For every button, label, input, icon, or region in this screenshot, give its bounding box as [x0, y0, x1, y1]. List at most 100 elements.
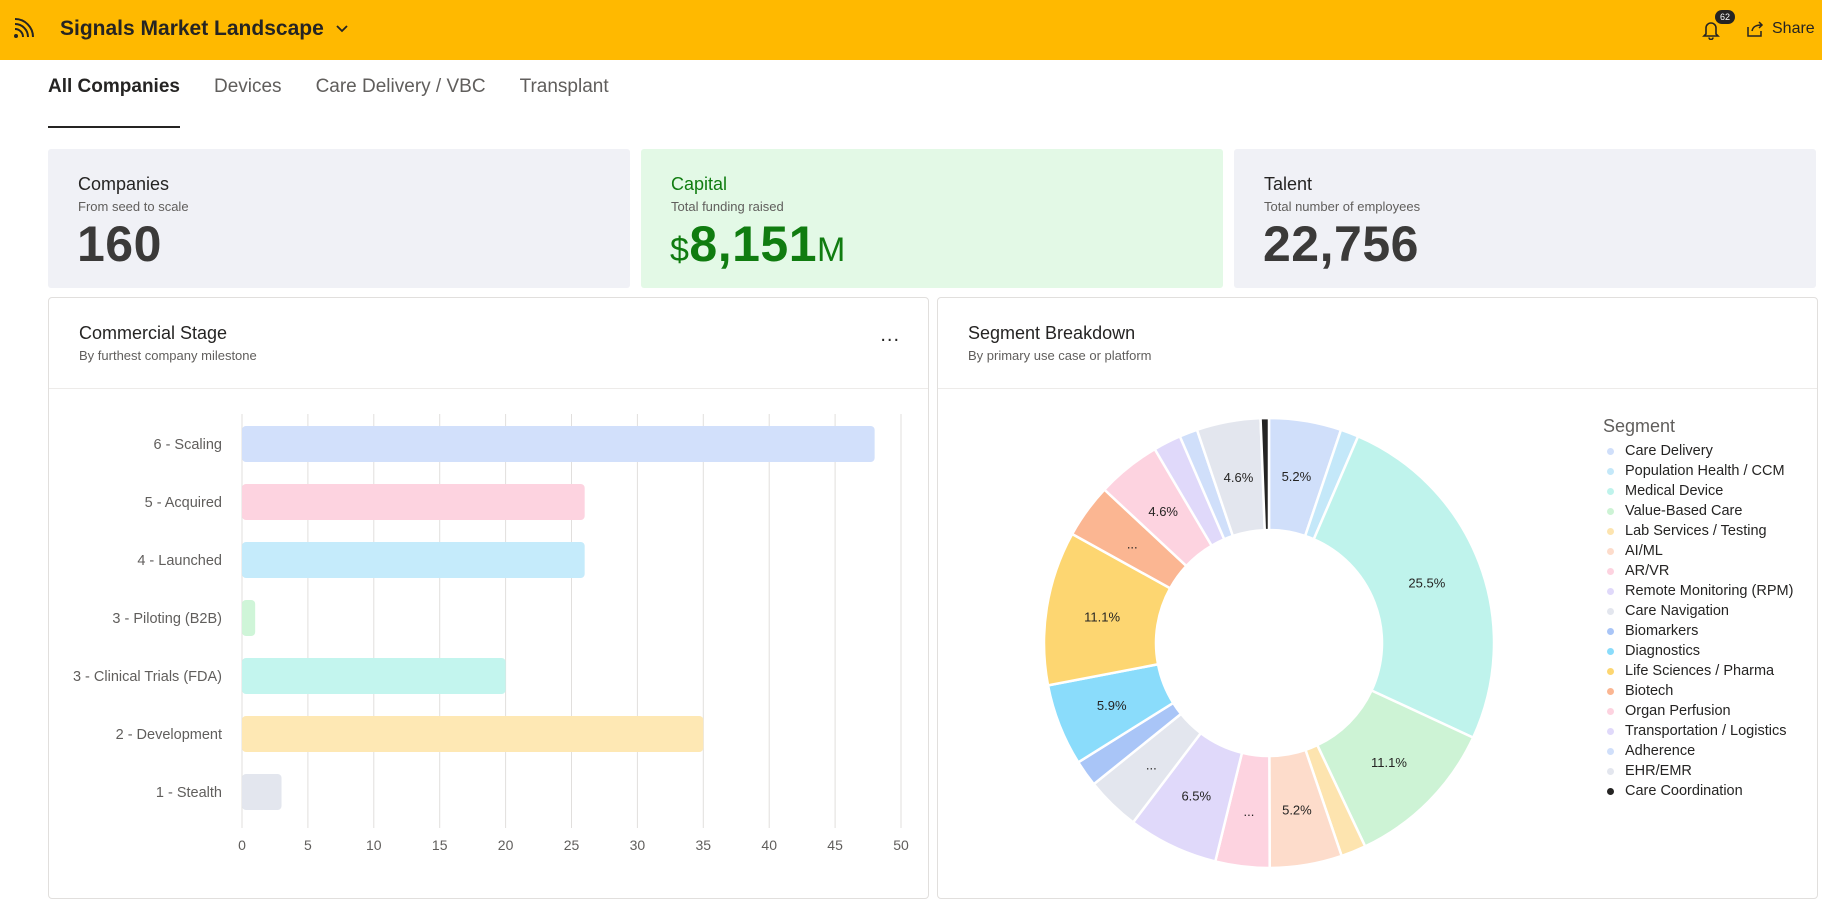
report-title[interactable]: Signals Market Landscape: [60, 17, 324, 40]
legend-item[interactable]: Care Delivery: [1603, 441, 1793, 461]
bar[interactable]: [242, 542, 585, 578]
top-bar: Signals Market Landscape 62 Share: [0, 0, 1822, 60]
legend-label: Diagnostics: [1625, 643, 1700, 659]
rss-icon[interactable]: [12, 18, 34, 40]
x-tick-label: 45: [827, 837, 843, 853]
legend-item[interactable]: Biomarkers: [1603, 621, 1793, 641]
x-tick-label: 35: [696, 837, 712, 853]
x-tick-label: 20: [498, 837, 514, 853]
legend-item[interactable]: Organ Perfusion: [1603, 701, 1793, 721]
y-category-label: 3 - Piloting (B2B): [112, 611, 222, 627]
legend-swatch: [1607, 627, 1614, 635]
slice-data-label: 5.9%: [1097, 698, 1127, 713]
bar[interactable]: [242, 426, 875, 462]
more-options-button[interactable]: ...: [880, 324, 900, 346]
legend-swatch: [1607, 647, 1614, 655]
kpi-title: Talent: [1264, 174, 1313, 194]
commercial-stage-card: Commercial Stage By furthest company mil…: [48, 297, 929, 899]
legend-label: AI/ML: [1625, 543, 1663, 559]
y-category-label: 6 - Scaling: [153, 437, 222, 453]
kpi-value: 22,756: [1263, 215, 1419, 273]
legend-item[interactable]: Care Coordination: [1603, 781, 1793, 801]
legend-label: Value-Based Care: [1625, 503, 1743, 519]
kpi-suffix: M: [817, 231, 846, 269]
divider: [49, 388, 928, 389]
legend-item[interactable]: Transportation / Logistics: [1603, 721, 1793, 741]
card-title: Segment Breakdown: [968, 323, 1136, 343]
bar[interactable]: [242, 658, 506, 694]
legend-item[interactable]: Biotech: [1603, 681, 1793, 701]
legend-item[interactable]: Life Sciences / Pharma: [1603, 661, 1793, 681]
legend-item[interactable]: Population Health / CCM: [1603, 461, 1793, 481]
legend-swatch: [1607, 607, 1614, 615]
legend-swatch: [1607, 567, 1614, 575]
x-tick-label: 40: [761, 837, 777, 853]
tab-transplant[interactable]: Transplant: [519, 76, 609, 97]
tab-devices[interactable]: Devices: [213, 76, 282, 97]
slice-data-label: 5.2%: [1282, 469, 1312, 484]
legend-item[interactable]: Value-Based Care: [1603, 501, 1793, 521]
chevron-down-icon[interactable]: [334, 20, 350, 36]
legend-label: Organ Perfusion: [1625, 703, 1731, 719]
bar[interactable]: [242, 716, 704, 752]
y-category-label: 4 - Launched: [137, 553, 222, 569]
slice-data-label: 4.6%: [1148, 504, 1178, 519]
legend-label: AR/VR: [1625, 563, 1670, 579]
bar[interactable]: [242, 774, 282, 810]
kpi-talent-card[interactable]: Talent Total number of employees 22,756: [1234, 149, 1816, 288]
legend-swatch: [1607, 547, 1614, 555]
legend-item[interactable]: Care Navigation: [1603, 601, 1793, 621]
legend-item[interactable]: Diagnostics: [1603, 641, 1793, 661]
legend-swatch: [1607, 787, 1614, 795]
legend-item[interactable]: AR/VR: [1603, 561, 1793, 581]
legend-swatch: [1607, 527, 1614, 535]
kpi-subtitle: From seed to scale: [78, 199, 189, 214]
tab-all-companies[interactable]: All Companies: [48, 76, 180, 128]
x-tick-label: 0: [238, 837, 246, 853]
segment-donut-chart: 5.2% 25.5% 11.1% 5.2%... 6.5%... 5.9% 11.1%...…: [1042, 416, 1496, 870]
kpi-title: Capital: [671, 174, 728, 194]
legend-swatch: [1607, 507, 1614, 515]
legend-item[interactable]: Remote Monitoring (RPM): [1603, 581, 1793, 601]
y-category-label: 1 - Stealth: [156, 785, 222, 801]
share-icon: [1747, 21, 1764, 37]
kpi-capital-card[interactable]: Capital Total funding raised $8,151M: [641, 149, 1223, 288]
kpi-companies-card[interactable]: Companies From seed to scale 160: [48, 149, 630, 288]
legend-label: Care Delivery: [1625, 443, 1713, 459]
slice-data-label: ...: [1244, 804, 1255, 819]
bar[interactable]: [242, 600, 256, 636]
donut-slice[interactable]: [1259, 416, 1271, 532]
legend-item[interactable]: EHR/EMR: [1603, 761, 1793, 781]
slice-data-label: ...: [1127, 537, 1138, 552]
kpi-subtitle: Total number of employees: [1264, 199, 1421, 214]
x-tick-label: 5: [304, 837, 312, 853]
slice-data-label: 11.1%: [1371, 755, 1407, 770]
legend-title: Segment: [1603, 416, 1676, 436]
kpi-title: Companies: [78, 174, 170, 194]
x-tick-label: 30: [630, 837, 646, 853]
legend-label: Medical Device: [1625, 483, 1724, 499]
legend-item[interactable]: Lab Services / Testing: [1603, 521, 1793, 541]
legend-swatch: [1607, 467, 1614, 475]
legend-label: Care Navigation: [1625, 603, 1729, 619]
legend-item[interactable]: Adherence: [1603, 741, 1793, 761]
notification-badge: 62: [1715, 10, 1735, 24]
legend-label: Biotech: [1625, 683, 1674, 699]
slice-data-label: 11.1%: [1084, 609, 1120, 624]
card-subtitle: By primary use case or platform: [968, 348, 1152, 363]
x-tick-label: 10: [366, 837, 382, 853]
bell-icon[interactable]: [1700, 18, 1722, 40]
legend-label: Transportation / Logistics: [1625, 723, 1787, 739]
tab-care-delivery-vbc[interactable]: Care Delivery / VBC: [315, 76, 486, 97]
legend-item[interactable]: AI/ML: [1603, 541, 1793, 561]
commercial-stage-bar-chart: 0 5 10 15 20 25 30 35 40 45 50 6 - Scaling 5 - Acqui…: [73, 414, 909, 853]
legend-swatch: [1607, 447, 1614, 455]
legend-item[interactable]: Medical Device: [1603, 481, 1793, 501]
y-category-label: 5 - Acquired: [145, 495, 222, 511]
kpi-number: 160: [77, 216, 162, 272]
donut-slice[interactable]: [1312, 434, 1496, 740]
y-category-label: 2 - Development: [116, 727, 222, 743]
share-button[interactable]: Share: [1746, 18, 1815, 40]
legend-label: Remote Monitoring (RPM): [1625, 583, 1794, 599]
bar[interactable]: [242, 484, 585, 520]
